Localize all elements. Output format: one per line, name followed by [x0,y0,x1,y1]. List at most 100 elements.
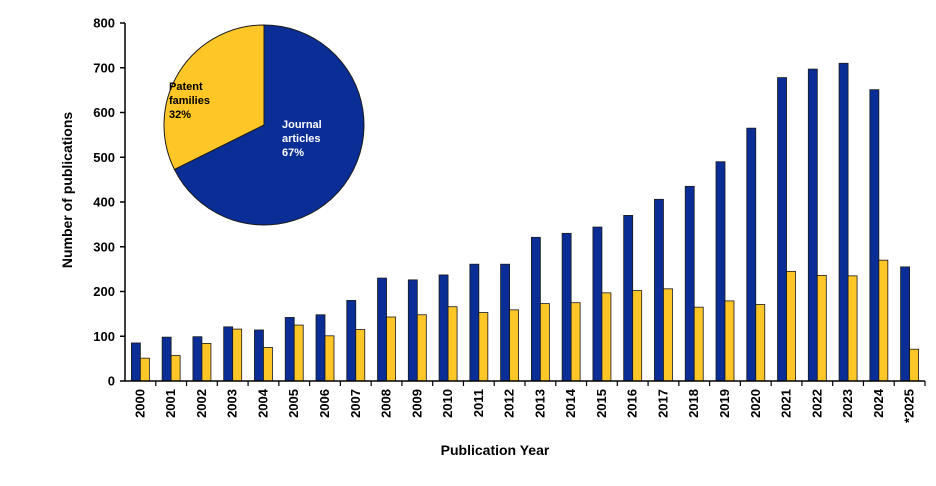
x-tick-label: 2003 [225,389,240,418]
bar-series-1 [715,161,726,382]
bar-series-2 [232,328,243,382]
bar-series-1 [223,326,234,382]
x-tick-label: 2016 [625,389,640,418]
bar-series-1 [838,62,849,382]
bar-series-1 [438,274,449,382]
bar-series-2 [601,292,612,382]
y-tick-label: 400 [93,195,115,210]
pie-chart: Journal articles 67% Patent families 32% [163,24,365,226]
bar-series-1 [561,232,572,382]
bar-series-1 [315,314,326,382]
x-tick-label: 2019 [717,389,732,418]
y-axis-ticks: 0 100 200 300 400 500 600 700 800 [93,16,125,389]
pie-slice-label: 67% [282,147,304,159]
bar-series-1 [777,77,787,382]
x-tick-label: 2002 [194,389,209,418]
bar-series-2 [786,270,796,382]
bar-series-1 [377,277,387,382]
x-tick-label: 2009 [409,389,424,418]
bar-series [130,62,920,382]
y-tick-label: 600 [93,105,115,120]
bar-series-2 [139,357,150,382]
x-axis-ticks: 2000 2001 2002 2003 2004 2005 2006 2007 2008 2009… [132,381,926,423]
bar-series-1 [192,336,203,382]
bar-series-1 [654,198,664,382]
pie-slice-label: Journal [282,119,322,131]
x-tick-label: 2022 [809,389,824,418]
bar-series-1 [530,236,541,382]
pie-slice-label: 32% [169,109,191,121]
bar-series-2 [170,355,181,382]
bar-series-1 [284,317,295,382]
x-tick-label: 2018 [686,389,701,418]
x-tick-label: 2004 [255,388,270,418]
bar-series-2 [663,288,673,382]
bar-series-1 [746,127,757,382]
x-tick-label: 2012 [502,389,517,418]
bar-series-1 [623,215,634,382]
pie-slice-label: articles [282,133,321,145]
x-tick-label: 2017 [655,389,670,418]
x-tick-label: 2023 [840,389,855,418]
bar-series-2 [416,314,427,382]
bar-series-2 [878,259,889,382]
y-tick-label: 300 [93,239,115,254]
y-tick-label: 700 [93,60,115,75]
x-tick-label: 2005 [286,389,301,418]
bar-series-2 [263,347,273,382]
pie-slice-label: families [169,95,210,107]
bar-series-1 [684,185,695,382]
x-tick-label: 2010 [440,389,455,418]
bar-series-1 [500,263,511,382]
bar-series-2 [324,335,335,382]
bar-series-1 [869,89,880,382]
x-tick-label: *2025 [902,389,917,423]
bar-series-1 [130,342,141,382]
bar-series-2 [570,302,581,382]
pie-slice [163,24,265,171]
x-tick-label: 2006 [317,389,332,418]
bar-series-2 [632,290,643,382]
y-axis-title: Number of publications [59,112,75,269]
y-tick-label: 0 [108,374,115,389]
x-tick-label: 2011 [471,389,486,417]
bar-series-2 [755,304,766,382]
bar-series-2 [355,329,366,382]
bar-series-2 [693,306,704,382]
y-tick-label: 200 [93,284,115,299]
bar-series-2 [386,316,396,382]
bar-series-1 [469,263,480,382]
bar-series-2 [539,303,550,382]
bar-series-2 [293,324,304,382]
x-tick-label: 2021 [779,389,794,418]
bar-series-1 [807,68,818,382]
x-axis-title: Publication Year [441,442,550,458]
bar-series-1 [407,279,418,382]
bar-series-2 [816,274,827,382]
x-tick-label: 2014 [563,388,578,418]
bar-series-2 [847,275,858,382]
bar-series-2 [447,306,458,382]
x-tick-label: 2020 [748,389,763,418]
bar-series-2 [909,348,920,382]
y-tick-label: 800 [93,16,115,31]
bar-series-2 [724,300,735,382]
pie-slice-label: Patent [169,81,203,93]
x-tick-label: 2007 [348,389,363,418]
x-tick-label: 2013 [532,389,547,418]
x-tick-label: 2015 [594,389,609,418]
bar-series-1 [900,266,911,382]
x-tick-label: 2001 [163,389,178,418]
bar-series-1 [161,336,172,382]
bar-series-1 [346,300,357,382]
bar-series-2 [201,343,212,382]
pie-slice [173,24,365,226]
x-tick-label: 2024 [871,388,886,418]
bar-series-1 [592,226,603,382]
x-tick-label: 2008 [379,389,394,418]
bar-series-2 [509,309,520,382]
bar-series-2 [478,312,489,382]
y-tick-label: 100 [93,329,115,344]
